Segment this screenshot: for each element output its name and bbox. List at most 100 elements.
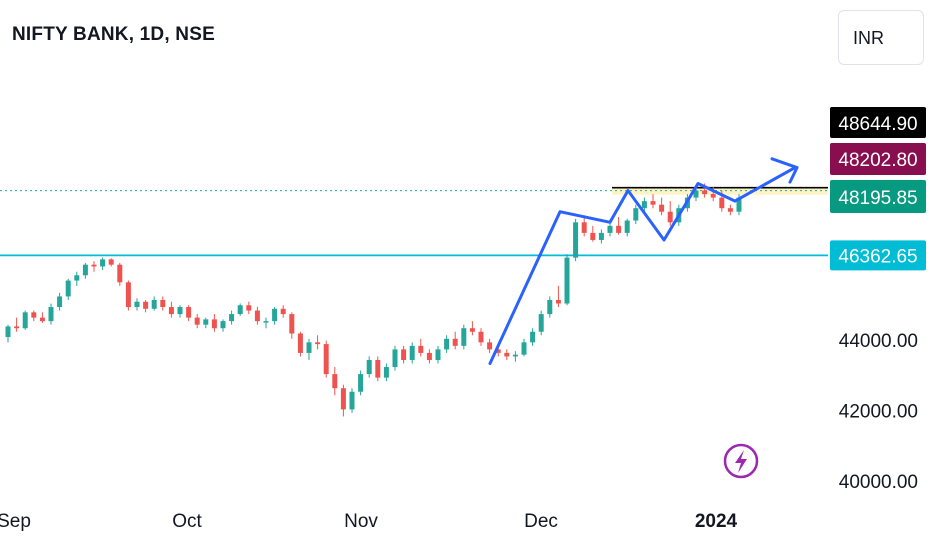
support-price-badge (830, 240, 926, 271)
candle-body (633, 208, 639, 221)
candle-body (39, 317, 45, 322)
candle-body (504, 352, 510, 357)
mid-price-badge (830, 143, 926, 175)
candle-body (340, 388, 346, 410)
trend-arrowhead (770, 157, 799, 184)
candle-body (607, 225, 613, 233)
candle-body (332, 374, 338, 389)
candle-body (598, 232, 604, 240)
candle-body (702, 190, 708, 195)
candle-body (452, 338, 458, 346)
candle-body (375, 359, 381, 378)
candle-body (719, 197, 725, 209)
candle-body (495, 349, 501, 353)
candle-body (392, 349, 398, 368)
candle-body (409, 345, 415, 360)
candle-body (48, 307, 54, 322)
candle-body (14, 326, 20, 329)
x-tick-label: Oct (172, 511, 202, 532)
candle-body (220, 321, 226, 329)
candle-body (134, 301, 140, 308)
candle-body (306, 342, 312, 353)
candle-body (177, 307, 183, 315)
candle-body (22, 312, 28, 329)
candle-body (151, 299, 157, 309)
candle-body (82, 264, 88, 276)
candle-body (100, 259, 106, 267)
candle-body (693, 190, 699, 198)
candle-body (641, 201, 647, 209)
candle-body (74, 275, 80, 281)
currency-button[interactable]: INR (838, 10, 924, 65)
candle-body (444, 338, 450, 350)
y-tick-label: 42000.00 (839, 401, 918, 422)
candle-body (358, 374, 364, 392)
candle-body (203, 319, 209, 325)
x-tick-label: Dec (524, 511, 558, 532)
candle-body (143, 301, 149, 309)
x-tick-label: Sep (0, 511, 31, 532)
candle-body (168, 307, 174, 315)
candle-body (254, 310, 260, 322)
candle-body (237, 305, 243, 315)
candle-body (246, 305, 252, 311)
candle-body (581, 222, 587, 233)
candle-body (297, 333, 303, 353)
candle-body (461, 328, 467, 346)
candle-body (547, 299, 553, 315)
candle-body (573, 222, 579, 258)
candle-body (487, 342, 493, 350)
candle-body (323, 344, 329, 375)
candle-body (160, 299, 166, 308)
candle-body (280, 308, 286, 315)
candle-body (125, 282, 131, 308)
candle-body (538, 314, 544, 332)
candle-body (186, 307, 192, 318)
last-price-badge (830, 180, 926, 213)
candle-body (194, 317, 200, 325)
candle-body (401, 349, 407, 360)
candle-body (31, 312, 37, 318)
bolt-circle (723, 443, 759, 479)
candle-body (289, 314, 295, 334)
high-price-label: 48644.90 (838, 114, 917, 135)
candle-body (469, 328, 475, 332)
candle-body (736, 197, 742, 212)
candle-body (710, 194, 716, 198)
y-tick-label: 44000.00 (839, 331, 918, 352)
candle-body (590, 232, 596, 240)
candle-body (91, 264, 97, 267)
support-price-label: 46362.65 (838, 246, 917, 267)
candle-body (435, 349, 441, 360)
candle-body (426, 352, 432, 360)
bolt-glyph (735, 450, 747, 473)
candle-body (616, 225, 622, 233)
candle-body (117, 264, 123, 283)
mid-price-label: 48202.80 (838, 150, 917, 171)
candle-body (315, 342, 321, 345)
candle-body (366, 359, 372, 375)
last-price-label: 48195.85 (838, 188, 917, 209)
candle-body (5, 326, 11, 338)
candle-body (418, 345, 424, 353)
candle-body (727, 208, 733, 212)
candle-body (555, 299, 561, 304)
candle-body (530, 331, 536, 343)
candle-body (564, 257, 570, 304)
candle-body (521, 342, 527, 355)
candle-body (263, 321, 269, 323)
chart-title: NIFTY BANK, 1D, NSE (12, 24, 215, 45)
candle-body (108, 259, 114, 265)
resistance-zone (612, 187, 828, 195)
candle-body (650, 201, 656, 205)
x-tick-label: Nov (344, 511, 378, 532)
candle-body (65, 280, 71, 297)
trend-path (488, 166, 797, 365)
candle-body (57, 296, 63, 308)
lightning-bolt-icon[interactable] (723, 443, 759, 479)
y-tick-label: 40000.00 (839, 472, 918, 493)
candle-body (211, 319, 217, 329)
candle-body (624, 220, 630, 233)
